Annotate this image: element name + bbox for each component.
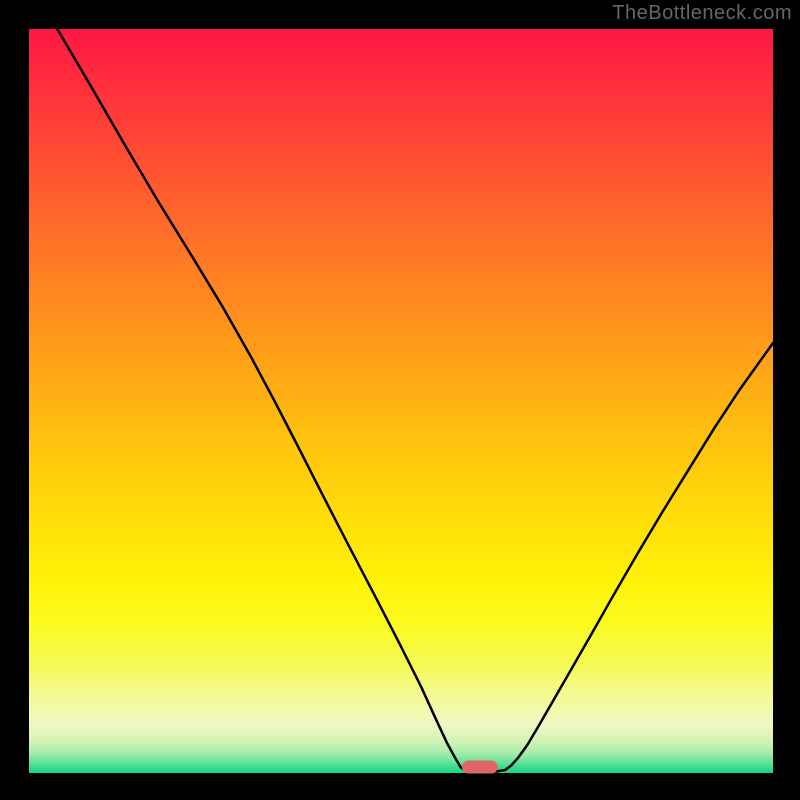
bottleneck-chart: [0, 0, 800, 800]
optimum-marker: [462, 761, 498, 774]
chart-container: TheBottleneck.com: [0, 0, 800, 800]
plot-background: [29, 29, 773, 773]
watermark-label: TheBottleneck.com: [612, 2, 792, 25]
